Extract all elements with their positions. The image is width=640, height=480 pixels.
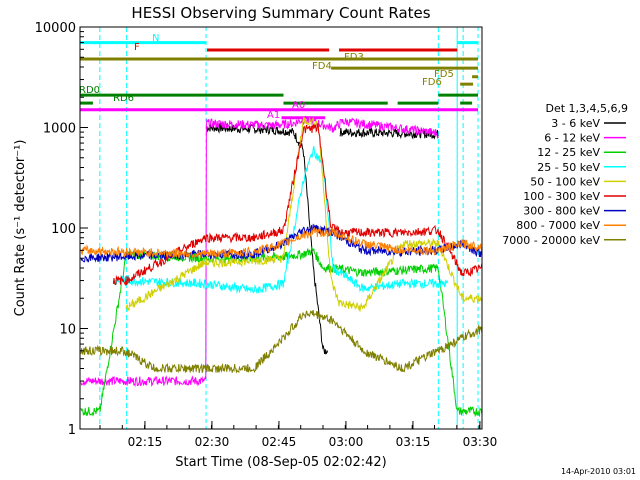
x-axis-label: Start Time (08-Sep-05 02:02:42) [175,455,386,470]
flag-label-rd6: RD6 [113,93,134,104]
legend-title: Det 1,3,4,5,6,9 [545,102,628,115]
y-axis-label: Count Rate (s⁻¹ detector⁻¹) [13,140,28,317]
y-tick-label: 100 [51,222,76,237]
x-axis-ticks: 02:15 02:30 02:45 03:00 03:15 03:30 [99,421,498,449]
flag-label-rd0: RD0 [79,85,100,96]
x-tick-label: 02:15 [128,435,163,449]
legend-label: 12 - 25 keV [537,146,600,159]
legend-label: 6 - 12 keV [544,132,600,145]
y-tick-label: 10000 [35,21,76,36]
legend-label: 7000 - 20000 keV [502,234,600,247]
series-line-5 [125,116,483,312]
legend-label: 800 - 7000 keV [516,219,600,232]
flag-label-f: F [134,42,140,53]
x-tick-label: 03:15 [396,435,431,449]
flag-label-a1: A1 [267,110,280,121]
flag-label-fd4: FD4 [312,61,332,72]
y-tick-label: 10 [59,323,76,338]
legend-label: 3 - 6 keV [551,117,600,130]
y-tick-label: 1000 [43,122,76,137]
chart-title: HESSI Observing Summary Count Rates [131,4,430,22]
x-tick-label: 02:45 [262,435,297,449]
x-tick-label: 02:30 [195,435,230,449]
x-tick-label: 03:00 [329,435,364,449]
legend-label: 25 - 50 keV [537,161,600,174]
footer-date: 14-Apr-2010 03:01 [561,467,636,476]
flag-label-fd6: FD6 [422,77,442,88]
series-line-8 [80,226,483,260]
flag-label-fd5: FD5 [434,69,454,80]
legend-label: 100 - 300 keV [523,190,600,203]
y-axis-ticks: 1 10 100 1000 10000 [35,21,88,438]
flag-label-fd3: FD3 [344,52,364,63]
x-tick-label: 03:30 [463,435,498,449]
flag-label-a0: A0 [292,100,305,111]
legend-label: 50 - 100 keV [530,175,600,188]
legend-label: 300 - 800 keV [523,205,600,218]
y-tick-label: 1 [68,423,76,438]
series-lines [80,115,483,418]
flag-label-n: N [152,33,159,44]
series-line-9 [80,309,483,374]
series-line-2 [80,115,439,388]
